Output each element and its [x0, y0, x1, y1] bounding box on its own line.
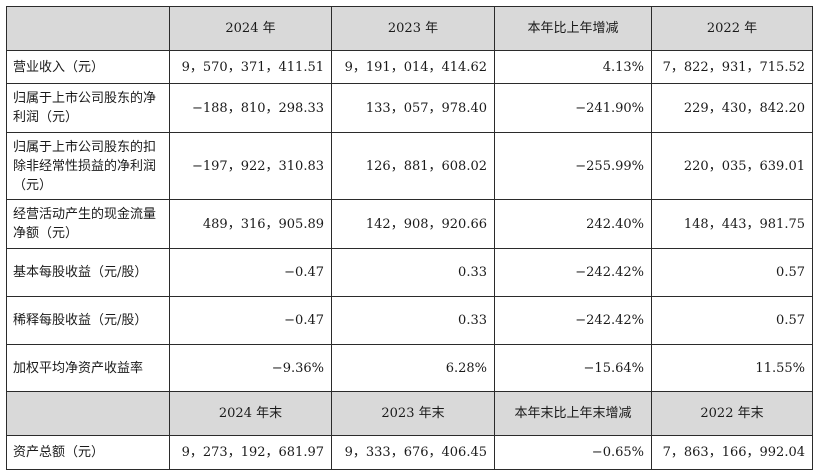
table-row-total-assets: 资产总额（元） 9，273，192，681.97 9，333，676，406.4… [6, 435, 813, 470]
row-label: 基本每股收益（元/股） [6, 248, 170, 297]
row-label: 营业收入（元） [6, 50, 170, 84]
value-cell: −0.47 [169, 296, 332, 345]
value-cell: −242.42% [494, 296, 652, 345]
value-cell: 489，316，905.89 [169, 199, 332, 249]
value-cell: −188，810，298.33 [169, 83, 332, 133]
value-cell: 9，570，371，411.51 [169, 50, 332, 84]
table-row-net-profit: 归属于上市公司股东的净利润（元） −188，810，298.33 133，057… [6, 83, 813, 133]
header-cell-2024-end: 2024 年末 [169, 391, 332, 436]
value-cell: −0.65% [494, 435, 652, 470]
value-cell: 148，443，981.75 [651, 199, 813, 249]
value-cell: −0.47 [169, 248, 332, 297]
row-label: 经营活动产生的现金流量净额（元） [6, 199, 170, 249]
value-cell: 220，035，639.01 [651, 132, 813, 200]
value-cell: 9，273，192，681.97 [169, 435, 332, 470]
value-cell: −241.90% [494, 83, 652, 133]
header-cell-blank [6, 6, 170, 51]
value-cell: 11.55% [651, 344, 813, 392]
table-row-diluted-eps: 稀释每股收益（元/股） −0.47 0.33 −242.42% 0.57 [6, 296, 813, 345]
value-cell: 7，863，166，992.04 [651, 435, 813, 470]
value-cell: −15.64% [494, 344, 652, 392]
header-cell-2022-end: 2022 年末 [651, 391, 813, 436]
header-cell-blank [6, 391, 170, 436]
value-cell: 4.13% [494, 50, 652, 84]
header-cell-2022: 2022 年 [651, 6, 813, 51]
table-row-basic-eps: 基本每股收益（元/股） −0.47 0.33 −242.42% 0.57 [6, 248, 813, 297]
header-row-annual: 2024 年 2023 年 本年比上年增减 2022 年 [6, 6, 813, 51]
financial-data-table: 2024 年 2023 年 本年比上年增减 2022 年 营业收入（元） 9，5… [6, 6, 813, 470]
row-label: 归属于上市公司股东的净利润（元） [6, 83, 170, 133]
value-cell: 229，430，842.20 [651, 83, 813, 133]
value-cell: 0.33 [331, 248, 495, 297]
table-row-net-profit-excl-nonrecurring: 归属于上市公司股东的扣除非经常性损益的净利润（元） −197，922，310.8… [6, 132, 813, 200]
row-label: 稀释每股收益（元/股） [6, 296, 170, 345]
header-cell-2024: 2024 年 [169, 6, 332, 51]
table-row-operating-cash-flow: 经营活动产生的现金流量净额（元） 489，316，905.89 142，908，… [6, 199, 813, 249]
row-label: 资产总额（元） [6, 435, 170, 470]
value-cell: −255.99% [494, 132, 652, 200]
row-label: 加权平均净资产收益率 [6, 344, 170, 392]
value-cell: 9，333，676，406.45 [331, 435, 495, 470]
value-cell: 133，057，978.40 [331, 83, 495, 133]
value-cell: 126，881，608.02 [331, 132, 495, 200]
value-cell: 0.33 [331, 296, 495, 345]
value-cell: 142，908，920.66 [331, 199, 495, 249]
table-row-weighted-roe: 加权平均净资产收益率 −9.36% 6.28% −15.64% 11.55% [6, 344, 813, 392]
header-cell-yoy-change-end: 本年末比上年末增减 [494, 391, 652, 436]
header-cell-yoy-change: 本年比上年增减 [494, 6, 652, 51]
header-row-year-end: 2024 年末 2023 年末 本年末比上年末增减 2022 年末 [6, 391, 813, 436]
row-label: 归属于上市公司股东的扣除非经常性损益的净利润（元） [6, 132, 170, 200]
header-cell-2023-end: 2023 年末 [331, 391, 495, 436]
value-cell: 7，822，931，715.52 [651, 50, 813, 84]
value-cell: −197，922，310.83 [169, 132, 332, 200]
header-cell-2023: 2023 年 [331, 6, 495, 51]
value-cell: 6.28% [331, 344, 495, 392]
value-cell: 242.40% [494, 199, 652, 249]
value-cell: 0.57 [651, 296, 813, 345]
value-cell: −242.42% [494, 248, 652, 297]
value-cell: −9.36% [169, 344, 332, 392]
value-cell: 9，191，014，414.62 [331, 50, 495, 84]
table-row-revenue: 营业收入（元） 9，570，371，411.51 9，191，014，414.6… [6, 50, 813, 84]
value-cell: 0.57 [651, 248, 813, 297]
